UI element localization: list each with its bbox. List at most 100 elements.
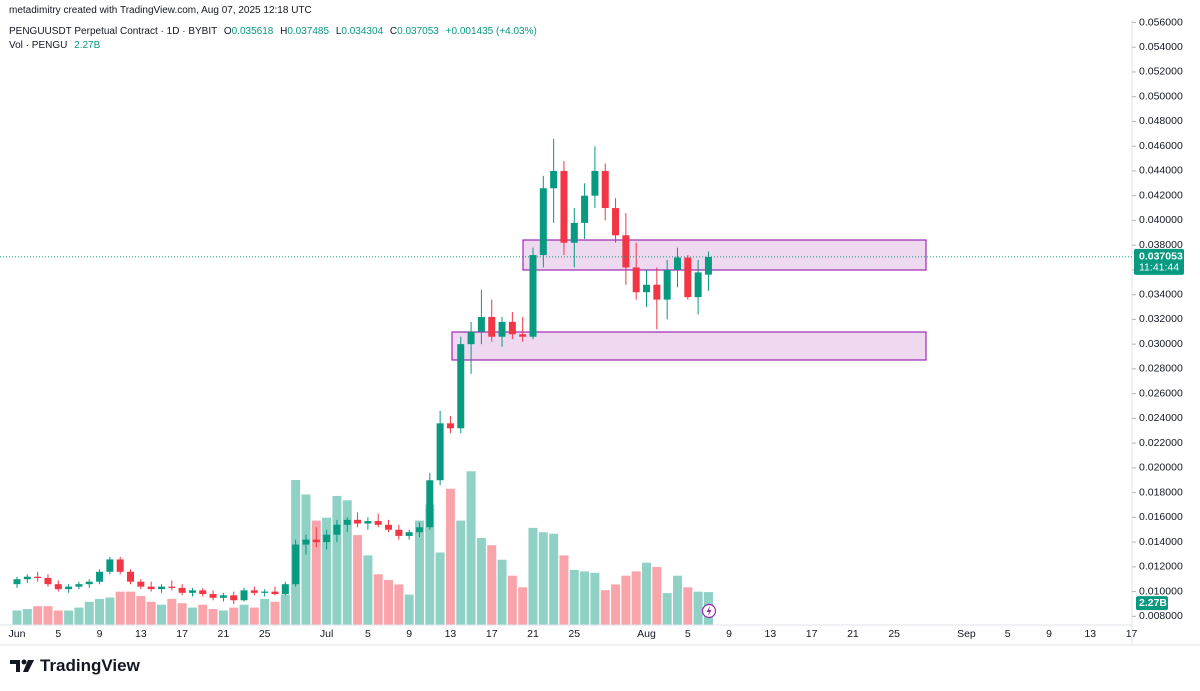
volume-bar bbox=[507, 575, 517, 625]
candle-body bbox=[364, 521, 372, 524]
volume-bar bbox=[662, 593, 672, 625]
x-tick-label: 9 bbox=[726, 628, 732, 640]
volume-legend: Vol · PENGU 2.27B bbox=[9, 39, 537, 53]
last-price-badge bbox=[1134, 248, 1184, 275]
volume-bar bbox=[642, 562, 652, 625]
volume-bar bbox=[33, 606, 43, 625]
x-tick-label: 9 bbox=[1046, 628, 1052, 640]
candle-body bbox=[116, 559, 124, 572]
candle-body bbox=[643, 284, 651, 293]
candle-body bbox=[694, 272, 702, 298]
y-tick-label: 0.044000 bbox=[1139, 165, 1183, 177]
change-pct: (+4.03%) bbox=[495, 26, 537, 37]
volume-bar bbox=[580, 571, 590, 625]
candle-body bbox=[673, 257, 681, 270]
candle-body bbox=[570, 222, 578, 243]
candle-body bbox=[54, 584, 62, 590]
candle-body bbox=[529, 255, 537, 337]
candle-body bbox=[426, 480, 434, 528]
x-tick-label: Aug bbox=[637, 628, 656, 640]
high-value: 0.037485 bbox=[287, 26, 330, 37]
volume-bar bbox=[693, 591, 703, 625]
candle-body bbox=[323, 534, 331, 543]
candle-body bbox=[395, 529, 403, 536]
x-tick-label: 17 bbox=[486, 628, 498, 640]
volume-bar bbox=[53, 610, 63, 625]
candle-body bbox=[199, 590, 207, 595]
volume-bar bbox=[414, 520, 424, 625]
candle-body bbox=[127, 571, 135, 582]
y-tick-label: 0.040000 bbox=[1139, 214, 1183, 226]
x-tick-label: 5 bbox=[365, 628, 371, 640]
candle-body bbox=[106, 559, 114, 572]
candle-body bbox=[477, 316, 485, 332]
price-axis-panel bbox=[1132, 0, 1200, 645]
logo-shape bbox=[10, 660, 20, 672]
volume-bar bbox=[559, 555, 569, 625]
logo-dot bbox=[21, 659, 27, 665]
volume-bar bbox=[497, 559, 507, 625]
candle-body bbox=[684, 257, 692, 298]
candle-body bbox=[539, 188, 547, 256]
logo-icon bbox=[10, 659, 34, 672]
volume-bar bbox=[105, 597, 115, 625]
x-tick-label: 5 bbox=[55, 628, 61, 640]
x-tick-label: 21 bbox=[527, 628, 539, 640]
x-tick-label: 13 bbox=[1084, 628, 1096, 640]
candle-body bbox=[178, 587, 186, 593]
x-tick-label: 25 bbox=[259, 628, 271, 640]
candle-body bbox=[436, 423, 444, 481]
volume-bar bbox=[363, 555, 373, 625]
candle-body bbox=[96, 571, 104, 582]
candle-body bbox=[612, 208, 620, 236]
candle-body bbox=[591, 170, 599, 196]
y-tick-label: 0.008000 bbox=[1139, 610, 1183, 622]
candle-body bbox=[44, 577, 52, 585]
candle-body bbox=[271, 591, 279, 595]
candle-body bbox=[230, 595, 238, 601]
attribution: metadimitry created with TradingView.com… bbox=[9, 5, 312, 16]
volume-bar bbox=[198, 604, 208, 625]
volume-bar bbox=[549, 533, 559, 625]
volume-bar bbox=[260, 598, 270, 625]
logo-shape bbox=[23, 660, 34, 672]
x-tick-label: Sep bbox=[957, 628, 976, 640]
x-tick-label: 5 bbox=[1005, 628, 1011, 640]
candle-body bbox=[312, 539, 320, 543]
candle-body bbox=[343, 519, 351, 525]
volume-bar bbox=[280, 594, 290, 625]
candle-body bbox=[219, 595, 227, 598]
volume-bar bbox=[631, 571, 641, 625]
y-tick-label: 0.026000 bbox=[1139, 387, 1183, 399]
candle-body bbox=[13, 579, 21, 585]
x-tick-label: 9 bbox=[406, 628, 412, 640]
y-tick-label: 0.020000 bbox=[1139, 462, 1183, 474]
volume-bar bbox=[332, 495, 342, 625]
candle-body bbox=[663, 269, 671, 300]
candle-body bbox=[560, 170, 568, 243]
candle-body bbox=[653, 284, 661, 300]
volume-bar bbox=[22, 609, 32, 625]
candle-body bbox=[333, 524, 341, 535]
volume-bar bbox=[672, 575, 682, 625]
y-tick-label: 0.028000 bbox=[1139, 363, 1183, 375]
y-tick-label: 0.038000 bbox=[1139, 239, 1183, 251]
x-tick-label: Jun bbox=[9, 628, 26, 640]
volume-bar bbox=[239, 604, 249, 625]
volume-bar bbox=[270, 601, 280, 625]
volume-bar bbox=[384, 580, 394, 625]
y-tick-label: 0.018000 bbox=[1139, 486, 1183, 498]
volume-bar bbox=[569, 569, 579, 625]
y-tick-label: 0.022000 bbox=[1139, 437, 1183, 449]
y-tick-label: 0.030000 bbox=[1139, 338, 1183, 350]
candle-body bbox=[292, 544, 300, 585]
y-tick-label: 0.016000 bbox=[1139, 511, 1183, 523]
candle-body bbox=[85, 581, 93, 585]
candle-body bbox=[374, 521, 382, 525]
x-tick-label: 5 bbox=[685, 628, 691, 640]
candle-body bbox=[157, 586, 165, 590]
candle-body bbox=[261, 591, 269, 593]
volume-bar bbox=[136, 596, 146, 625]
volume-bar bbox=[167, 598, 177, 625]
